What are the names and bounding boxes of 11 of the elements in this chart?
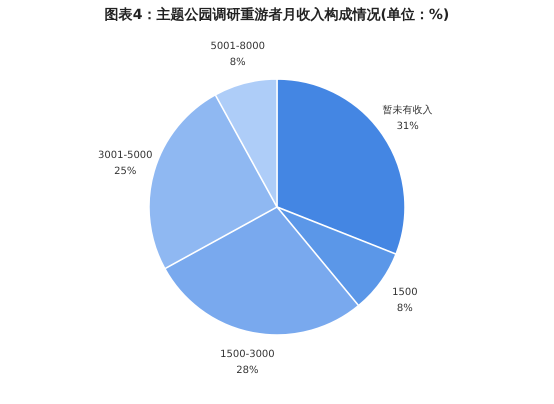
chart-title: 图表4：主题公园调研重游者月收入构成情况(单位：%) xyxy=(104,6,450,23)
data-label: 8% xyxy=(230,56,246,68)
slice-label: 暂未有收入 xyxy=(382,104,433,116)
slice-label: 1500 xyxy=(392,286,418,298)
slice-label: 5001-8000 xyxy=(210,40,265,52)
slice-label: 3001-5000 xyxy=(98,150,153,161)
data-label: 8% xyxy=(396,302,413,314)
data-label: 28% xyxy=(236,365,259,376)
data-label: 25% xyxy=(114,166,136,177)
data-label: 31% xyxy=(396,121,419,132)
slice-label: 1500-3000 xyxy=(220,349,275,360)
